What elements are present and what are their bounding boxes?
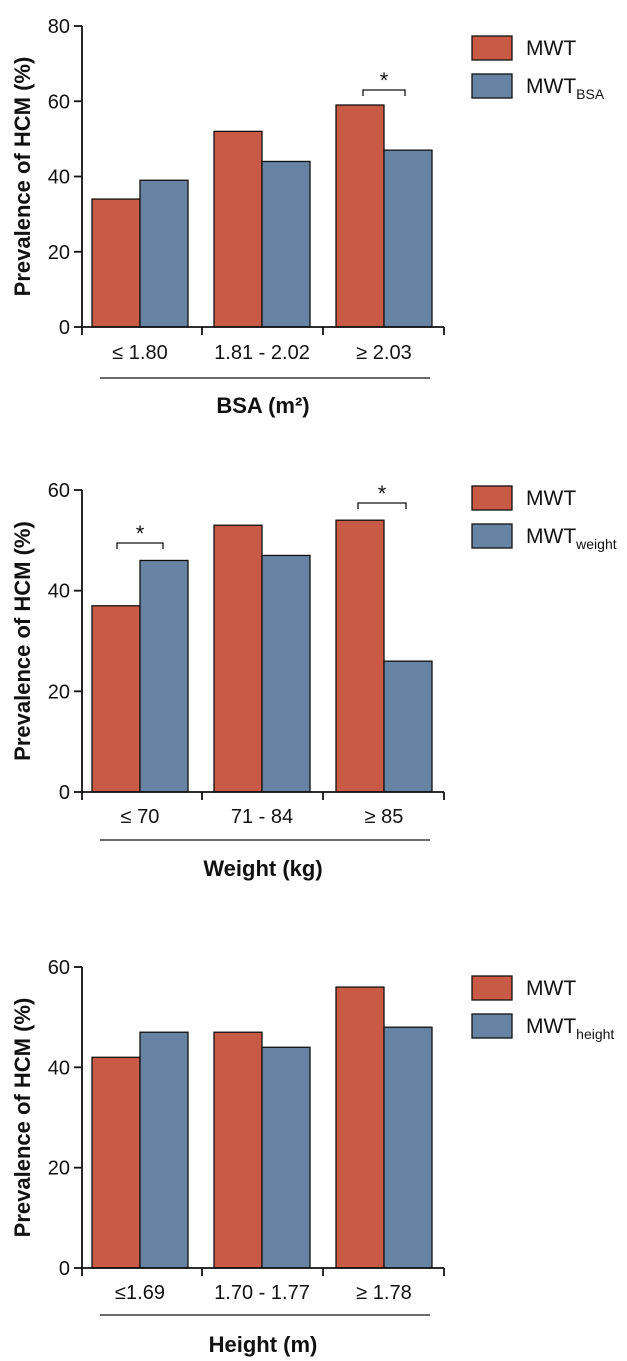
x-category-label: ≥ 1.78 <box>356 1282 411 1304</box>
y-axis-title: Prevalence of HCM (%) <box>10 998 35 1238</box>
y-tick-label: 20 <box>48 1158 70 1180</box>
x-category-label: ≥ 2.03 <box>356 342 411 364</box>
significance-star: * <box>378 481 387 506</box>
bar-series2-cat1 <box>139 559 189 793</box>
legend-label-1: MWT <box>526 37 576 60</box>
chart-panel-2: 0 20 40 60 ≤ 70 71 - 84 ≥ 85 Weight (kg) Prevale… <box>10 480 617 881</box>
y-tick-label: 0 <box>59 782 70 804</box>
significance-bracket <box>362 89 406 96</box>
bar-series1-cat1 <box>91 198 141 328</box>
bar-series1-cat3 <box>335 104 385 328</box>
bar-series1-cat3 <box>335 519 385 793</box>
x-category-label: 1.81 - 2.02 <box>214 342 310 364</box>
x-axis-title: BSA (m²) <box>216 393 309 418</box>
bar-series2-cat2 <box>261 160 311 328</box>
legend-label-2: MWTheight <box>526 1015 614 1042</box>
y-tick-label: 0 <box>59 1258 70 1280</box>
legend-swatch-1 <box>471 485 513 511</box>
y-tick-label: 40 <box>48 581 70 603</box>
significance-bracket <box>116 542 164 549</box>
x-category-label: ≤ 70 <box>121 806 160 828</box>
chart-panel-1: 0 20 40 60 80 ≤ 1.80 1.81 - 2.02 ≥ 2.03 BSA (m²)… <box>10 16 605 418</box>
bar-series1-cat2 <box>213 1031 263 1269</box>
bar-series1-cat1 <box>91 1056 141 1269</box>
legend-swatch-1 <box>471 35 513 61</box>
x-category-label: ≤1.69 <box>115 1282 165 1304</box>
legend-swatch-2 <box>471 73 513 99</box>
x-category-label: ≤ 1.80 <box>112 342 167 364</box>
y-tick-label: 60 <box>48 480 70 502</box>
legend-label-1: MWT <box>526 487 576 510</box>
legend-label-2: MWTweight <box>526 525 617 552</box>
significance-bracket <box>357 502 407 509</box>
x-category-label: 1.70 - 1.77 <box>214 1282 310 1304</box>
y-tick-label: 60 <box>48 957 70 979</box>
chart-panel-3: 0 20 40 60 ≤1.69 1.70 - 1.77 ≥ 1.78 Height (m) P… <box>10 957 614 1357</box>
significance-star: * <box>380 68 389 93</box>
x-axis-title: Height (m) <box>209 1332 318 1357</box>
legend-label-2: MWTBSA <box>526 75 605 102</box>
x-category-label: ≥ 85 <box>365 806 404 828</box>
legend-label-1: MWT <box>526 977 576 1000</box>
x-category-label: 71 - 84 <box>231 806 293 828</box>
y-axis-title: Prevalence of HCM (%) <box>10 521 35 761</box>
legend-swatch-2 <box>471 523 513 549</box>
bar-series1-cat3 <box>335 986 385 1269</box>
bar-series2-cat3 <box>383 660 433 793</box>
legend-swatch-1 <box>471 975 513 1001</box>
y-tick-label: 20 <box>48 242 70 264</box>
legend-swatch-2 <box>471 1013 513 1039</box>
bar-series2-cat1 <box>139 179 189 328</box>
bar-series2-cat3 <box>383 149 433 328</box>
bar-series1-cat2 <box>213 130 263 328</box>
bar-series2-cat1 <box>139 1031 189 1269</box>
y-axis-title: Prevalence of HCM (%) <box>10 57 35 297</box>
bar-series1-cat2 <box>213 524 263 793</box>
y-tick-label: 40 <box>48 1057 70 1079</box>
bar-series1-cat1 <box>91 605 141 793</box>
y-tick-label: 20 <box>48 681 70 703</box>
bar-series2-cat2 <box>261 554 311 793</box>
x-axis-title: Weight (kg) <box>203 856 322 881</box>
bar-series2-cat3 <box>383 1026 433 1269</box>
y-tick-label: 60 <box>48 91 70 113</box>
y-tick-label: 80 <box>48 16 70 38</box>
y-tick-label: 40 <box>48 167 70 189</box>
significance-star: * <box>136 521 145 546</box>
y-tick-label: 0 <box>59 317 70 339</box>
bar-series2-cat2 <box>261 1046 311 1269</box>
